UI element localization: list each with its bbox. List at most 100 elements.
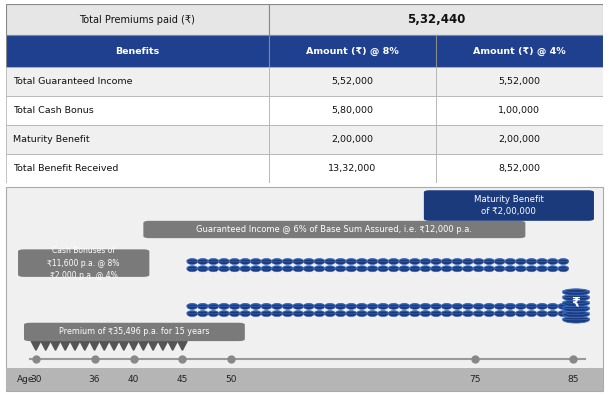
Ellipse shape [282,258,293,265]
Ellipse shape [420,258,431,265]
Polygon shape [129,341,138,350]
Ellipse shape [229,310,240,317]
Text: 2,00,000: 2,00,000 [498,135,540,144]
Text: Amount (₹) @ 8%: Amount (₹) @ 8% [306,47,399,56]
Ellipse shape [208,266,219,272]
Text: Guaranteed Income @ 6% of Base Sum Assured, i.e. ₹12,000 p.a.: Guaranteed Income @ 6% of Base Sum Assur… [196,225,473,234]
Ellipse shape [346,303,357,309]
Ellipse shape [250,266,261,272]
Polygon shape [31,341,41,350]
Ellipse shape [495,303,505,309]
Ellipse shape [526,266,537,272]
Polygon shape [149,341,158,350]
Ellipse shape [409,310,420,317]
Ellipse shape [462,266,473,272]
Ellipse shape [346,266,357,272]
Ellipse shape [282,303,293,309]
FancyBboxPatch shape [436,35,603,67]
Text: Maturity Benefit
of ₹2,00,000: Maturity Benefit of ₹2,00,000 [474,195,544,216]
Ellipse shape [389,310,399,317]
Ellipse shape [515,258,526,265]
Ellipse shape [442,310,452,317]
Ellipse shape [442,258,452,265]
Ellipse shape [272,310,283,317]
Ellipse shape [473,266,484,272]
Ellipse shape [219,310,230,317]
Ellipse shape [558,310,569,317]
Ellipse shape [325,258,336,265]
Text: ₹: ₹ [572,297,580,310]
Ellipse shape [219,258,230,265]
FancyBboxPatch shape [143,221,526,238]
Text: 45: 45 [177,375,188,384]
FancyBboxPatch shape [269,96,436,125]
Ellipse shape [293,266,304,272]
Ellipse shape [314,266,325,272]
Ellipse shape [473,258,484,265]
Ellipse shape [208,303,219,309]
Ellipse shape [442,266,452,272]
FancyBboxPatch shape [269,67,436,96]
Ellipse shape [293,303,304,309]
Ellipse shape [272,303,283,309]
Text: 40: 40 [128,375,139,384]
Ellipse shape [356,258,367,265]
Ellipse shape [303,266,314,272]
Text: 50: 50 [225,375,237,384]
Ellipse shape [314,303,325,309]
Text: Total Cash Bonus: Total Cash Bonus [13,106,94,115]
Ellipse shape [336,258,346,265]
Ellipse shape [336,303,346,309]
Text: Premium of ₹35,496 p.a. for 15 years: Premium of ₹35,496 p.a. for 15 years [59,327,209,337]
Ellipse shape [473,310,484,317]
Ellipse shape [197,310,208,317]
Ellipse shape [537,303,547,309]
Text: 75: 75 [470,375,481,384]
Ellipse shape [378,303,389,309]
Ellipse shape [187,310,197,317]
Ellipse shape [526,303,537,309]
Ellipse shape [484,266,495,272]
Polygon shape [178,341,187,350]
Ellipse shape [537,258,547,265]
Ellipse shape [462,303,473,309]
Ellipse shape [505,310,516,317]
Ellipse shape [452,303,463,309]
Ellipse shape [563,316,590,323]
Ellipse shape [229,258,240,265]
Ellipse shape [219,266,230,272]
Polygon shape [90,341,99,350]
Ellipse shape [547,303,558,309]
Ellipse shape [250,258,261,265]
Ellipse shape [526,258,537,265]
Polygon shape [158,341,167,350]
FancyBboxPatch shape [6,187,603,391]
Ellipse shape [325,303,336,309]
Ellipse shape [563,305,590,312]
FancyBboxPatch shape [269,154,436,183]
FancyBboxPatch shape [269,125,436,154]
Ellipse shape [336,310,346,317]
Ellipse shape [250,303,261,309]
Ellipse shape [526,310,537,317]
Ellipse shape [409,266,420,272]
Ellipse shape [431,310,442,317]
Ellipse shape [336,266,346,272]
Ellipse shape [229,303,240,309]
Ellipse shape [420,303,431,309]
Ellipse shape [187,303,197,309]
Ellipse shape [547,258,558,265]
Ellipse shape [378,310,389,317]
Text: Total Benefit Received: Total Benefit Received [13,164,119,173]
Ellipse shape [563,294,590,301]
Ellipse shape [314,258,325,265]
FancyBboxPatch shape [269,35,436,67]
Ellipse shape [452,266,463,272]
Ellipse shape [367,266,378,272]
Ellipse shape [219,303,230,309]
Ellipse shape [547,266,558,272]
Text: Maturity Benefit: Maturity Benefit [13,135,90,144]
Ellipse shape [515,266,526,272]
Ellipse shape [367,258,378,265]
Polygon shape [80,341,90,350]
